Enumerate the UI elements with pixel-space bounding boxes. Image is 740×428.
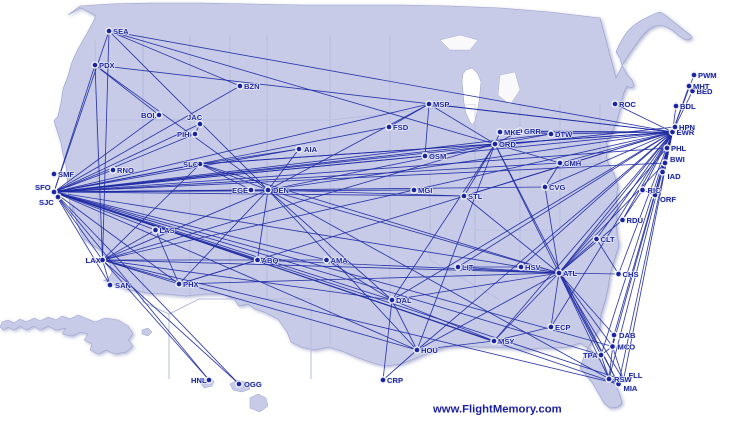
svg-text:MIA: MIA — [624, 384, 638, 393]
svg-text:SFO: SFO — [35, 183, 51, 192]
svg-text:AMA: AMA — [331, 256, 349, 265]
svg-text:SEA: SEA — [113, 27, 129, 36]
svg-text:SAN: SAN — [115, 281, 131, 290]
svg-text:LAX: LAX — [86, 256, 101, 265]
svg-text:MKE: MKE — [504, 128, 521, 137]
svg-text:TPA: TPA — [583, 351, 598, 360]
svg-text:CVG: CVG — [549, 183, 566, 192]
svg-text:ORD: ORD — [499, 140, 516, 149]
svg-text:CRP: CRP — [387, 376, 403, 385]
svg-text:SJC: SJC — [39, 198, 54, 207]
svg-text:OGG: OGG — [244, 380, 262, 389]
svg-text:www.FlightMemory.com: www.FlightMemory.com — [432, 404, 562, 416]
svg-text:FSD: FSD — [393, 123, 409, 132]
svg-text:MSY: MSY — [498, 337, 514, 346]
svg-text:ROC: ROC — [619, 100, 636, 109]
svg-text:MCO: MCO — [618, 343, 636, 352]
svg-text:GRR: GRR — [524, 127, 541, 136]
svg-text:OSM: OSM — [429, 152, 446, 161]
svg-text:ECP: ECP — [555, 323, 571, 332]
svg-text:DTW: DTW — [555, 130, 573, 139]
svg-text:AIA: AIA — [304, 145, 318, 154]
svg-text:RDU: RDU — [627, 216, 644, 225]
svg-text:MHT: MHT — [693, 82, 710, 91]
svg-text:BDL: BDL — [680, 102, 696, 111]
svg-text:LIT: LIT — [462, 263, 474, 272]
svg-text:MGI: MGI — [418, 186, 432, 195]
svg-text:LAS: LAS — [160, 226, 175, 235]
svg-text:PDX: PDX — [99, 61, 115, 70]
svg-text:HSV: HSV — [525, 263, 542, 272]
svg-text:PHL: PHL — [671, 144, 687, 153]
svg-text:IAD: IAD — [668, 172, 682, 181]
svg-text:RSW: RSW — [614, 375, 633, 384]
svg-text:BZN: BZN — [244, 82, 260, 91]
svg-text:PIH: PIH — [177, 130, 190, 139]
svg-text:PHX: PHX — [183, 280, 199, 289]
svg-text:ATL: ATL — [563, 269, 578, 278]
svg-text:JAC: JAC — [187, 113, 203, 122]
svg-text:HPN: HPN — [679, 123, 695, 132]
svg-text:SMF: SMF — [58, 170, 74, 179]
svg-text:PWM: PWM — [698, 71, 717, 80]
svg-text:ORF: ORF — [660, 195, 676, 204]
svg-text:CLT: CLT — [601, 235, 616, 244]
svg-text:CHS: CHS — [623, 270, 639, 279]
svg-text:HNL: HNL — [191, 376, 207, 385]
svg-text:RNO: RNO — [117, 166, 134, 175]
svg-text:EGE: EGE — [232, 186, 248, 195]
svg-text:HOU: HOU — [421, 346, 438, 355]
svg-text:DAL: DAL — [396, 296, 412, 305]
svg-text:SLC: SLC — [183, 160, 199, 169]
svg-text:DAB: DAB — [619, 331, 636, 340]
svg-text:BWI: BWI — [670, 155, 685, 164]
svg-text:ABQ: ABQ — [262, 256, 279, 265]
svg-text:MSP: MSP — [433, 100, 449, 109]
svg-text:STL: STL — [468, 192, 483, 201]
svg-text:BOI: BOI — [141, 111, 155, 120]
svg-text:CMH: CMH — [564, 159, 581, 168]
svg-text:RIC: RIC — [648, 186, 662, 195]
svg-text:DEN: DEN — [273, 186, 289, 195]
